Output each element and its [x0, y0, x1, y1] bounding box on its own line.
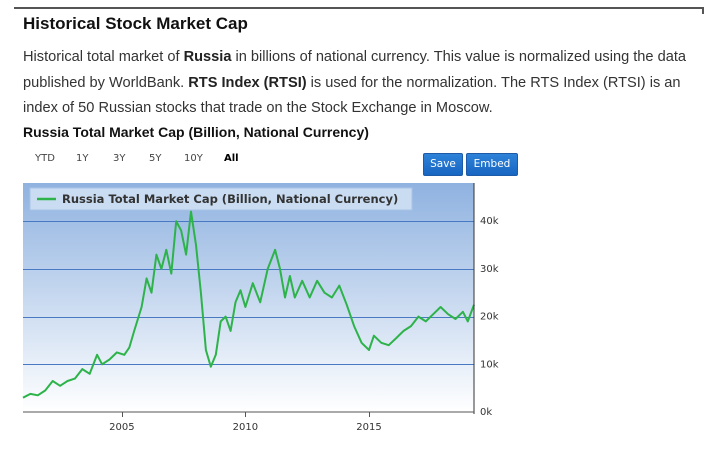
chart-area: 0k 10k 20k 30k 40k 2005 2010 2015 Russia Total …	[0, 180, 720, 446]
y-tick-label: 20k	[480, 312, 499, 323]
description-part-2: in billions of national currency. This v…	[23, 49, 686, 91]
x-tick-label: 2010	[233, 422, 258, 433]
range-3y-button[interactable]: 3Y	[113, 153, 126, 164]
description: Historical total market of Russia in bil…	[23, 45, 698, 122]
x-tick-label: 2015	[356, 422, 381, 433]
range-5y-button[interactable]: 5Y	[149, 153, 162, 164]
y-tick-label: 30k	[480, 264, 499, 275]
section-title: Historical Stock Market Cap	[23, 14, 248, 33]
legend-label: Russia Total Market Cap (Billion, Nation…	[62, 192, 398, 206]
index-name: RTS Index (RTSI)	[188, 74, 307, 91]
y-tick-label: 0k	[480, 407, 492, 418]
range-1y-button[interactable]: 1Y	[76, 153, 89, 164]
range-ytd-button[interactable]: YTD	[35, 153, 55, 164]
title-rule-corner	[702, 7, 704, 14]
save-button[interactable]: Save	[423, 153, 463, 176]
country-name: Russia	[183, 49, 232, 65]
series-line-market-cap[interactable]	[22, 210, 475, 399]
title-rule	[14, 7, 704, 9]
y-tick-label: 40k	[480, 216, 499, 227]
x-tick-label: 2005	[109, 422, 134, 433]
legend-box	[29, 187, 413, 211]
y-tick-label: 10k	[480, 359, 499, 370]
range-10y-button[interactable]: 10Y	[184, 153, 203, 164]
description-part-3: is used for the normalization. The RTS I…	[23, 74, 681, 117]
range-all-button[interactable]: All	[224, 153, 239, 164]
market-cap-chart: 0k 10k 20k 30k 40k 2005 2010 2015 Russia Total …	[22, 183, 499, 433]
description-part-1: Historical total market of	[23, 49, 184, 65]
embed-button[interactable]: Embed	[466, 153, 518, 176]
chart-title: Russia Total Market Cap (Billion, Nation…	[23, 124, 369, 140]
